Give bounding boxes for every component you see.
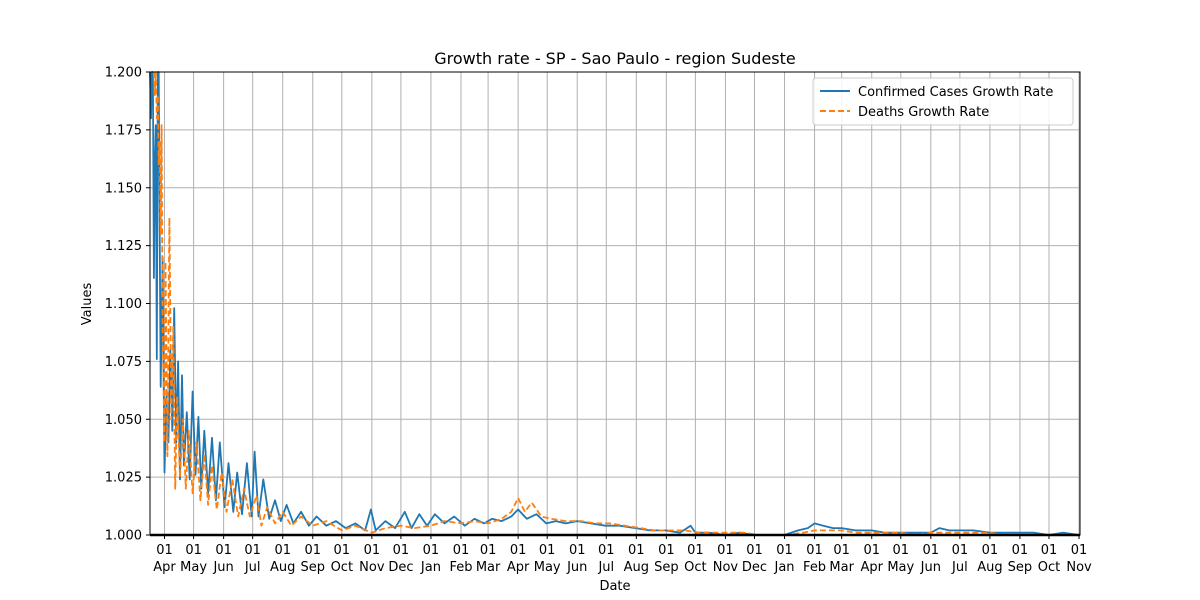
x-tick-month-label: Nov [713,560,739,575]
x-tick-day-label: 01 [628,543,645,558]
x-tick-month-label: Feb [449,560,472,575]
x-tick-month-label: Mar [829,560,854,575]
x-tick-day-label: 01 [717,543,734,558]
x-tick-day-label: 01 [598,543,615,558]
x-tick-month-label: Dec [388,560,413,575]
x-tick-month-label: Aug [270,560,295,575]
x-tick-month-label: Oct [1038,560,1060,575]
x-tick-month-label: Jan [774,560,795,575]
x-tick-day-label: 01 [274,543,291,558]
y-tick-label: 1.200 [105,66,142,81]
x-tick-day-label: 01 [510,543,527,558]
x-tick-month-label: Nov [1066,560,1092,575]
x-tick-month-label: Oct [684,560,706,575]
x-tick-month-label: Oct [331,560,353,575]
x-tick-month-label: Jan [420,560,441,575]
x-tick-day-label: 01 [893,543,910,558]
chart-title: Growth rate - SP - Sao Paulo - region Su… [434,49,796,68]
legend-label-confirmed: Confirmed Cases Growth Rate [858,85,1053,100]
x-tick-day-label: 01 [1071,543,1088,558]
x-tick-day-label: 01 [806,543,823,558]
x-tick-day-label: 01 [244,543,261,558]
x-tick-day-label: 01 [952,543,969,558]
x-tick-month-label: Jun [920,560,941,575]
x-tick-month-label: Apr [860,560,883,575]
x-tick-day-label: 01 [215,543,232,558]
y-tick-label: 1.050 [105,413,142,428]
x-tick-month-label: May [534,560,561,575]
y-tick-label: 1.000 [105,529,142,544]
legend-label-deaths: Deaths Growth Rate [858,105,989,120]
x-tick-month-label: Mar [476,560,501,575]
x-tick-day-label: 01 [776,543,793,558]
y-tick-label: 1.125 [105,239,142,254]
y-axis: 1.000 1.025 1.050 1.075 1.100 1.125 1.150 1.175… [105,66,150,544]
x-tick-day-label: 01 [1012,543,1029,558]
deaths-growth-line [153,71,1079,536]
legend-box [812,77,1074,126]
x-tick-day-label: 01 [334,543,351,558]
x-tick-month-label: Jul [244,560,261,575]
x-axis: 01 Apr 01 May 01 Jun 01 Jul 01 Aug 01 Sep 01 Oct 01 Nov… [153,535,1092,575]
y-axis-label: Values [80,283,95,326]
x-tick-month-label: Sep [654,560,679,575]
x-tick-month-label: Jun [212,560,233,575]
x-tick-day-label: 01 [480,543,497,558]
x-tick-month-label: Sep [300,560,325,575]
x-tick-day-label: 01 [304,543,321,558]
y-tick-label: 1.175 [105,123,142,138]
x-tick-day-label: 01 [1041,543,1058,558]
y-tick-label: 1.100 [105,297,142,312]
x-tick-day-label: 01 [453,543,470,558]
x-tick-month-label: Feb [803,560,826,575]
x-axis-label: Date [599,579,630,594]
x-tick-month-label: Jul [597,560,614,575]
x-tick-day-label: 01 [982,543,999,558]
x-tick-day-label: 01 [687,543,704,558]
x-tick-month-label: Jun [566,560,587,575]
x-tick-day-label: 01 [833,543,850,558]
x-tick-month-label: May [180,560,207,575]
x-tick-day-label: 01 [658,543,675,558]
x-tick-day-label: 01 [364,543,381,558]
y-tick-label: 1.025 [105,471,142,486]
x-tick-day-label: 01 [923,543,940,558]
x-tick-day-label: 01 [393,543,410,558]
legend: Confirmed Cases Growth Rate Deaths Growt… [812,77,1074,126]
x-tick-month-label: Apr [507,560,530,575]
x-tick-month-label: Jul [951,560,968,575]
x-tick-month-label: May [887,560,914,575]
plot-area [149,71,1081,537]
x-tick-month-label: Sep [1008,560,1033,575]
confirmed-cases-line [149,71,1080,536]
y-tick-label: 1.075 [105,355,142,370]
x-tick-day-label: 01 [863,543,880,558]
y-tick-label: 1.150 [105,181,142,196]
x-tick-day-label: 01 [569,543,586,558]
grid-lines [150,71,1080,536]
x-tick-day-label: 01 [539,543,556,558]
x-tick-day-label: 01 [156,543,173,558]
x-tick-month-label: Aug [977,560,1002,575]
x-tick-month-label: Aug [624,560,649,575]
x-tick-day-label: 01 [185,543,202,558]
x-tick-day-label: 01 [746,543,763,558]
x-tick-month-label: Nov [359,560,385,575]
x-tick-month-label: Apr [153,560,176,575]
x-tick-month-label: Dec [742,560,767,575]
x-tick-day-label: 01 [423,543,440,558]
